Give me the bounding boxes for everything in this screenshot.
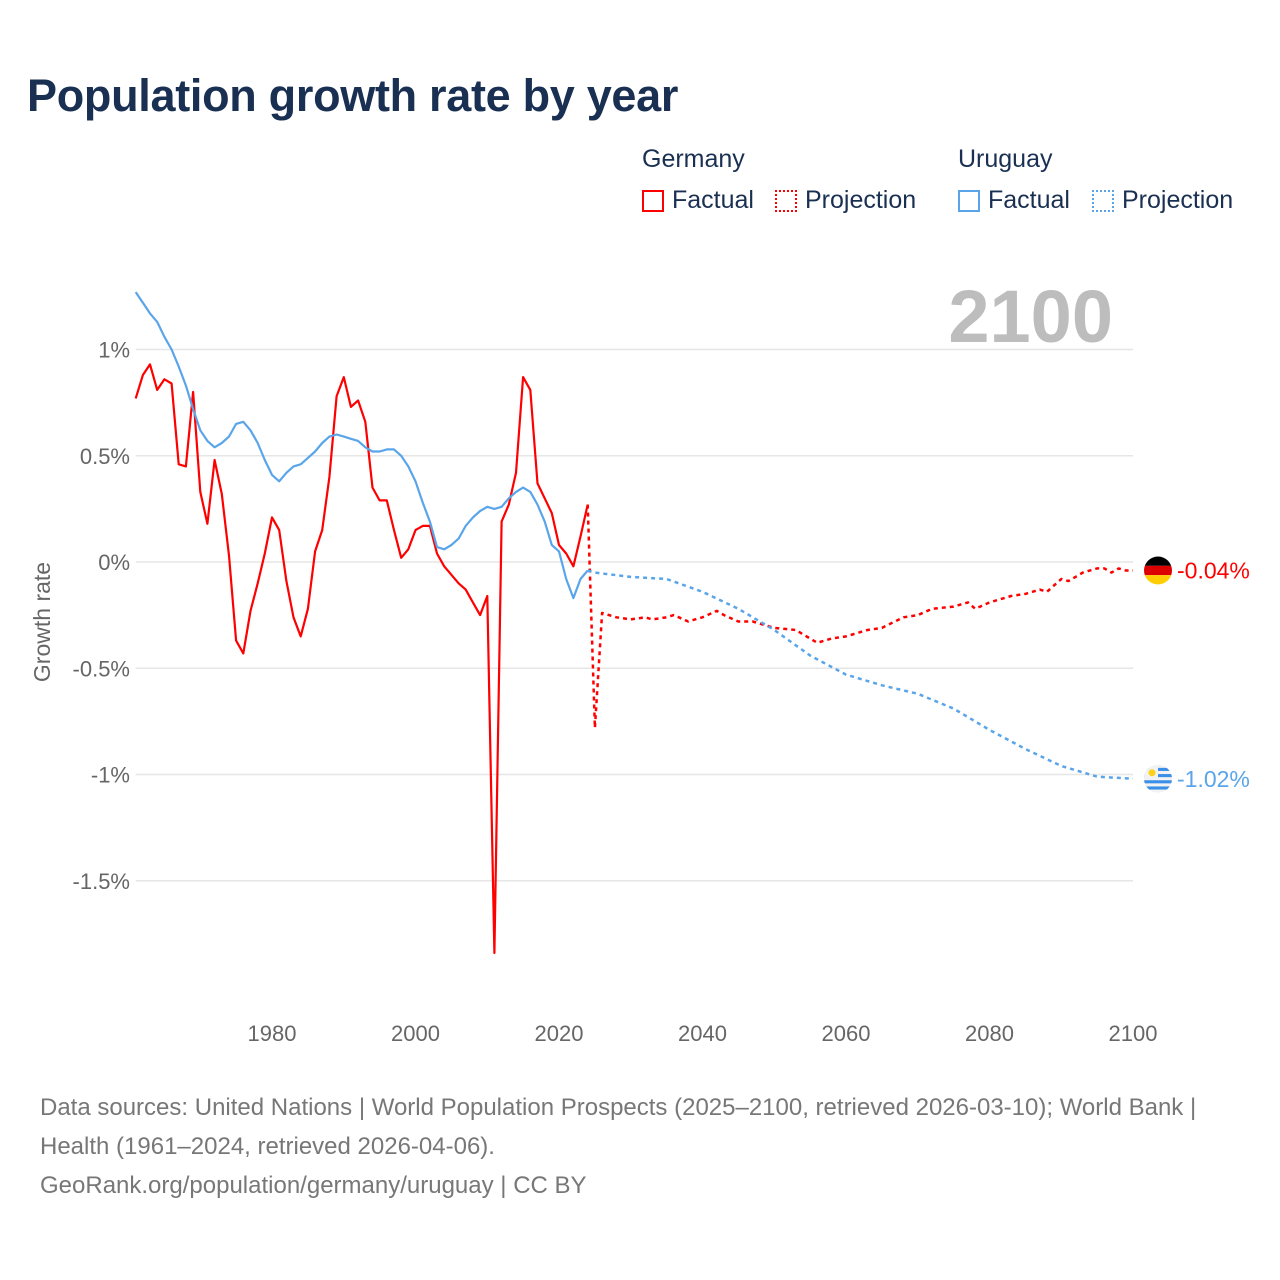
legend-uruguay-factual[interactable]: Factual (958, 186, 1070, 215)
legend-group-uruguay: Uruguay (958, 145, 1053, 173)
y-tick-label: 1% (98, 338, 130, 363)
legend-label: Projection (1122, 186, 1234, 214)
y-tick-label: -1.5% (73, 869, 130, 894)
x-tick-label: 2080 (965, 1021, 1014, 1046)
x-tick-label: 2020 (535, 1021, 584, 1046)
legend-uruguay-projection[interactable]: Projection (1092, 186, 1233, 215)
legend-group-germany: Germany (642, 145, 745, 173)
solid-swatch-icon (642, 189, 664, 212)
solid-swatch-icon (958, 189, 980, 212)
uruguay-flag-icon (1144, 764, 1172, 793)
series-line-germany-factual (134, 363, 589, 955)
legend-label: Factual (672, 186, 754, 214)
legend-label: Factual (988, 186, 1070, 214)
series-line-germany-projection (586, 504, 1133, 730)
dotted-swatch-icon (775, 189, 797, 212)
x-tick-label: 2040 (678, 1021, 727, 1046)
end-value-label: -0.04% (1177, 558, 1250, 584)
y-tick-label: -0.5% (73, 656, 130, 681)
series-line-uruguay-factual (134, 291, 589, 600)
footer: Data sources: United Nations | World Pop… (40, 1088, 1240, 1205)
y-axis-label: Growth rate (29, 562, 55, 682)
end-value-label: -1.02% (1177, 766, 1250, 792)
legend-germany-factual[interactable]: Factual (642, 186, 754, 215)
series-line-uruguay-projection (587, 569, 1134, 781)
year-label: 2100 (948, 275, 1113, 358)
germany-flag-icon (1144, 556, 1172, 585)
legend-label: Projection (805, 186, 917, 214)
chart-title: Population growth rate by year (27, 70, 679, 121)
y-tick-label: 0.5% (80, 444, 130, 469)
x-tick-label: 2000 (391, 1021, 440, 1046)
y-tick-label: -1% (91, 763, 130, 788)
legend-germany-projection[interactable]: Projection (775, 186, 916, 215)
x-tick-label: 2100 (1109, 1021, 1158, 1046)
source-link[interactable]: GeoRank.org/population/germany/uruguay |… (40, 1172, 587, 1199)
x-tick-label: 1980 (248, 1021, 297, 1046)
data-sources: Data sources: United Nations | World Pop… (40, 1094, 1197, 1160)
y-tick-label: 0% (98, 550, 130, 575)
dotted-swatch-icon (1092, 189, 1114, 212)
x-tick-label: 2060 (822, 1021, 871, 1046)
